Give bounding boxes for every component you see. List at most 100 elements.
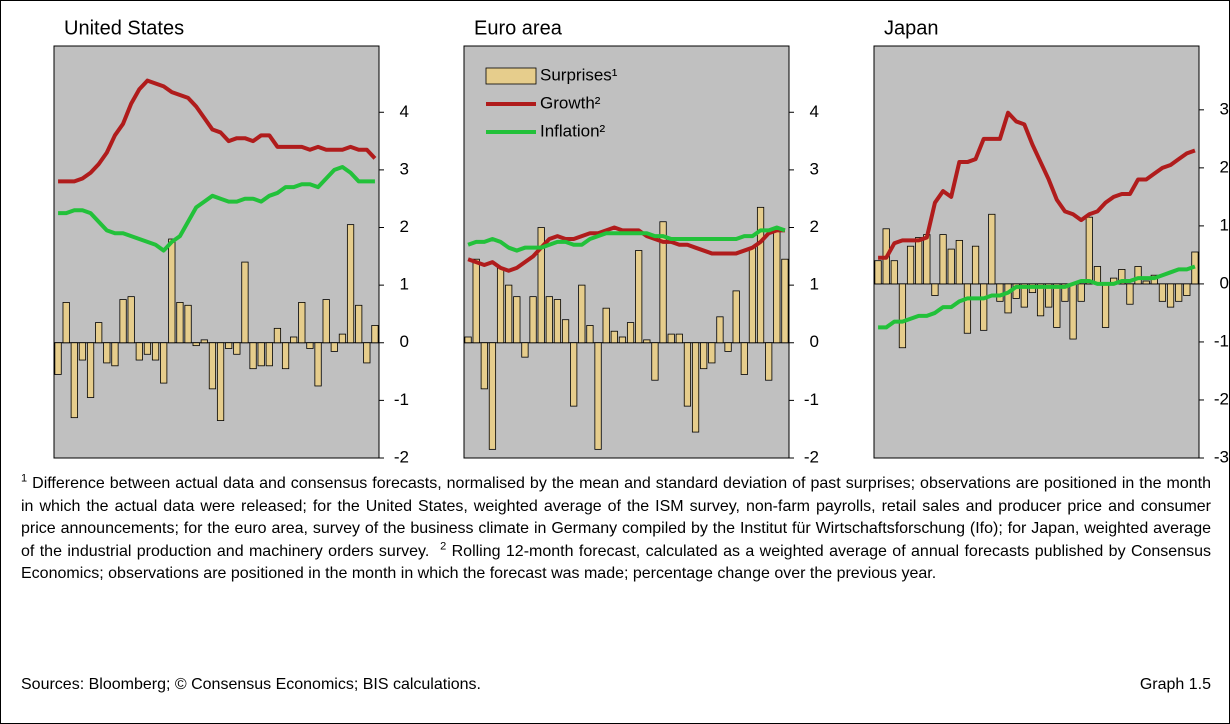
source: Sources: Bloomberg; © Consensus Economic…	[21, 676, 481, 693]
bar	[480, 342, 488, 390]
bar	[151, 342, 160, 361]
bar	[505, 284, 513, 344]
bar	[464, 336, 472, 344]
bar	[716, 316, 724, 344]
bar	[545, 296, 553, 344]
bar	[781, 258, 789, 344]
bar	[306, 342, 314, 349]
bar	[168, 238, 176, 344]
y-tick-label: 0	[1220, 273, 1229, 292]
bar	[906, 245, 915, 285]
bar	[371, 325, 379, 344]
bar	[1142, 280, 1150, 285]
footnote-marker: 1	[21, 472, 28, 485]
bar	[355, 304, 363, 344]
bar	[241, 261, 249, 344]
y-tick-label: 1	[1220, 215, 1229, 234]
bar	[659, 221, 667, 344]
bar	[610, 330, 618, 344]
bar	[363, 342, 371, 364]
bar	[346, 224, 355, 344]
bar	[322, 299, 330, 344]
bar	[931, 283, 939, 296]
bar	[496, 267, 505, 344]
footnote-marker: 2	[440, 540, 447, 553]
bar	[561, 319, 570, 344]
bar	[513, 296, 521, 344]
bar	[119, 299, 127, 344]
chart-title: Euro area	[474, 17, 563, 39]
bar	[691, 342, 700, 433]
bar	[890, 260, 898, 285]
bar	[586, 325, 594, 344]
bar	[62, 302, 70, 344]
y-tick-label: -1	[804, 390, 819, 409]
legend-label: Inflation²	[540, 121, 606, 140]
bar	[488, 342, 497, 450]
bar	[700, 342, 708, 370]
bar	[724, 342, 732, 352]
bar	[756, 206, 765, 344]
bar	[330, 342, 338, 352]
graph-label: Graph 1.5	[1139, 676, 1211, 693]
line	[878, 110, 1196, 260]
bar	[78, 342, 87, 361]
y-tick-label: 2	[400, 217, 409, 236]
bar	[683, 342, 692, 407]
bar	[898, 283, 907, 349]
bar	[1158, 283, 1167, 302]
y-tick-label: 0	[810, 332, 819, 351]
bar	[618, 336, 627, 344]
legend-label: Growth²	[540, 93, 601, 112]
y-tick-label: -2	[804, 447, 819, 466]
bar	[1045, 283, 1053, 308]
bar	[298, 302, 306, 344]
bar	[1077, 283, 1085, 302]
line	[878, 264, 1196, 330]
bar	[537, 227, 545, 344]
bar	[1020, 283, 1028, 308]
bar	[290, 336, 298, 344]
bar	[338, 333, 347, 344]
bar	[54, 342, 62, 375]
bar	[570, 342, 578, 407]
bar	[773, 229, 781, 344]
y-tick-label: -3	[1214, 447, 1229, 466]
y-tick-label: 4	[400, 102, 409, 121]
bar	[578, 284, 586, 344]
bar	[874, 260, 882, 285]
bar	[708, 342, 716, 364]
bar	[955, 239, 963, 285]
bar	[529, 296, 537, 344]
bar	[1085, 216, 1093, 285]
bar	[939, 234, 947, 285]
bar	[675, 333, 683, 344]
bar	[70, 342, 78, 419]
bar	[184, 304, 192, 344]
bar	[1183, 283, 1191, 296]
footnote-text: Difference between actual data and conse…	[21, 475, 1212, 560]
bar	[127, 296, 135, 344]
legend-swatch	[485, 67, 537, 85]
plot-area	[53, 45, 380, 459]
bar	[1004, 283, 1012, 314]
y-tick-label: 3	[400, 159, 409, 178]
footnotes: 1 Difference between actual data and con…	[21, 473, 1211, 586]
bar	[748, 247, 757, 344]
line	[58, 165, 375, 253]
bar	[1118, 269, 1126, 285]
bar	[521, 342, 529, 358]
y-tick-label: 2	[1220, 157, 1229, 176]
bar	[1175, 283, 1183, 302]
y-tick-label: -1	[394, 390, 409, 409]
chart-title: United States	[64, 17, 184, 39]
bar	[651, 342, 659, 381]
bar	[103, 342, 111, 364]
bar	[553, 299, 562, 344]
plot-area	[873, 45, 1200, 459]
bar	[265, 342, 273, 367]
y-tick-label: 4	[810, 102, 819, 121]
bar	[200, 339, 208, 344]
bar	[732, 290, 740, 344]
